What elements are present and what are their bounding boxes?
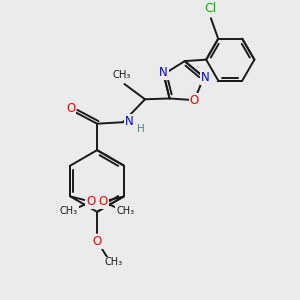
Text: O: O [190, 94, 199, 107]
Text: O: O [99, 195, 108, 208]
Text: CH₃: CH₃ [113, 70, 131, 80]
Text: CH₃: CH₃ [116, 206, 134, 216]
Text: Cl: Cl [205, 2, 217, 15]
Text: N: N [201, 70, 210, 84]
Text: CH₃: CH₃ [104, 257, 122, 267]
Text: N: N [159, 66, 168, 79]
Text: O: O [86, 195, 95, 208]
Text: N: N [124, 115, 133, 128]
Text: O: O [66, 103, 75, 116]
Text: O: O [92, 235, 102, 248]
Text: CH₃: CH₃ [60, 206, 78, 216]
Text: H: H [137, 124, 145, 134]
